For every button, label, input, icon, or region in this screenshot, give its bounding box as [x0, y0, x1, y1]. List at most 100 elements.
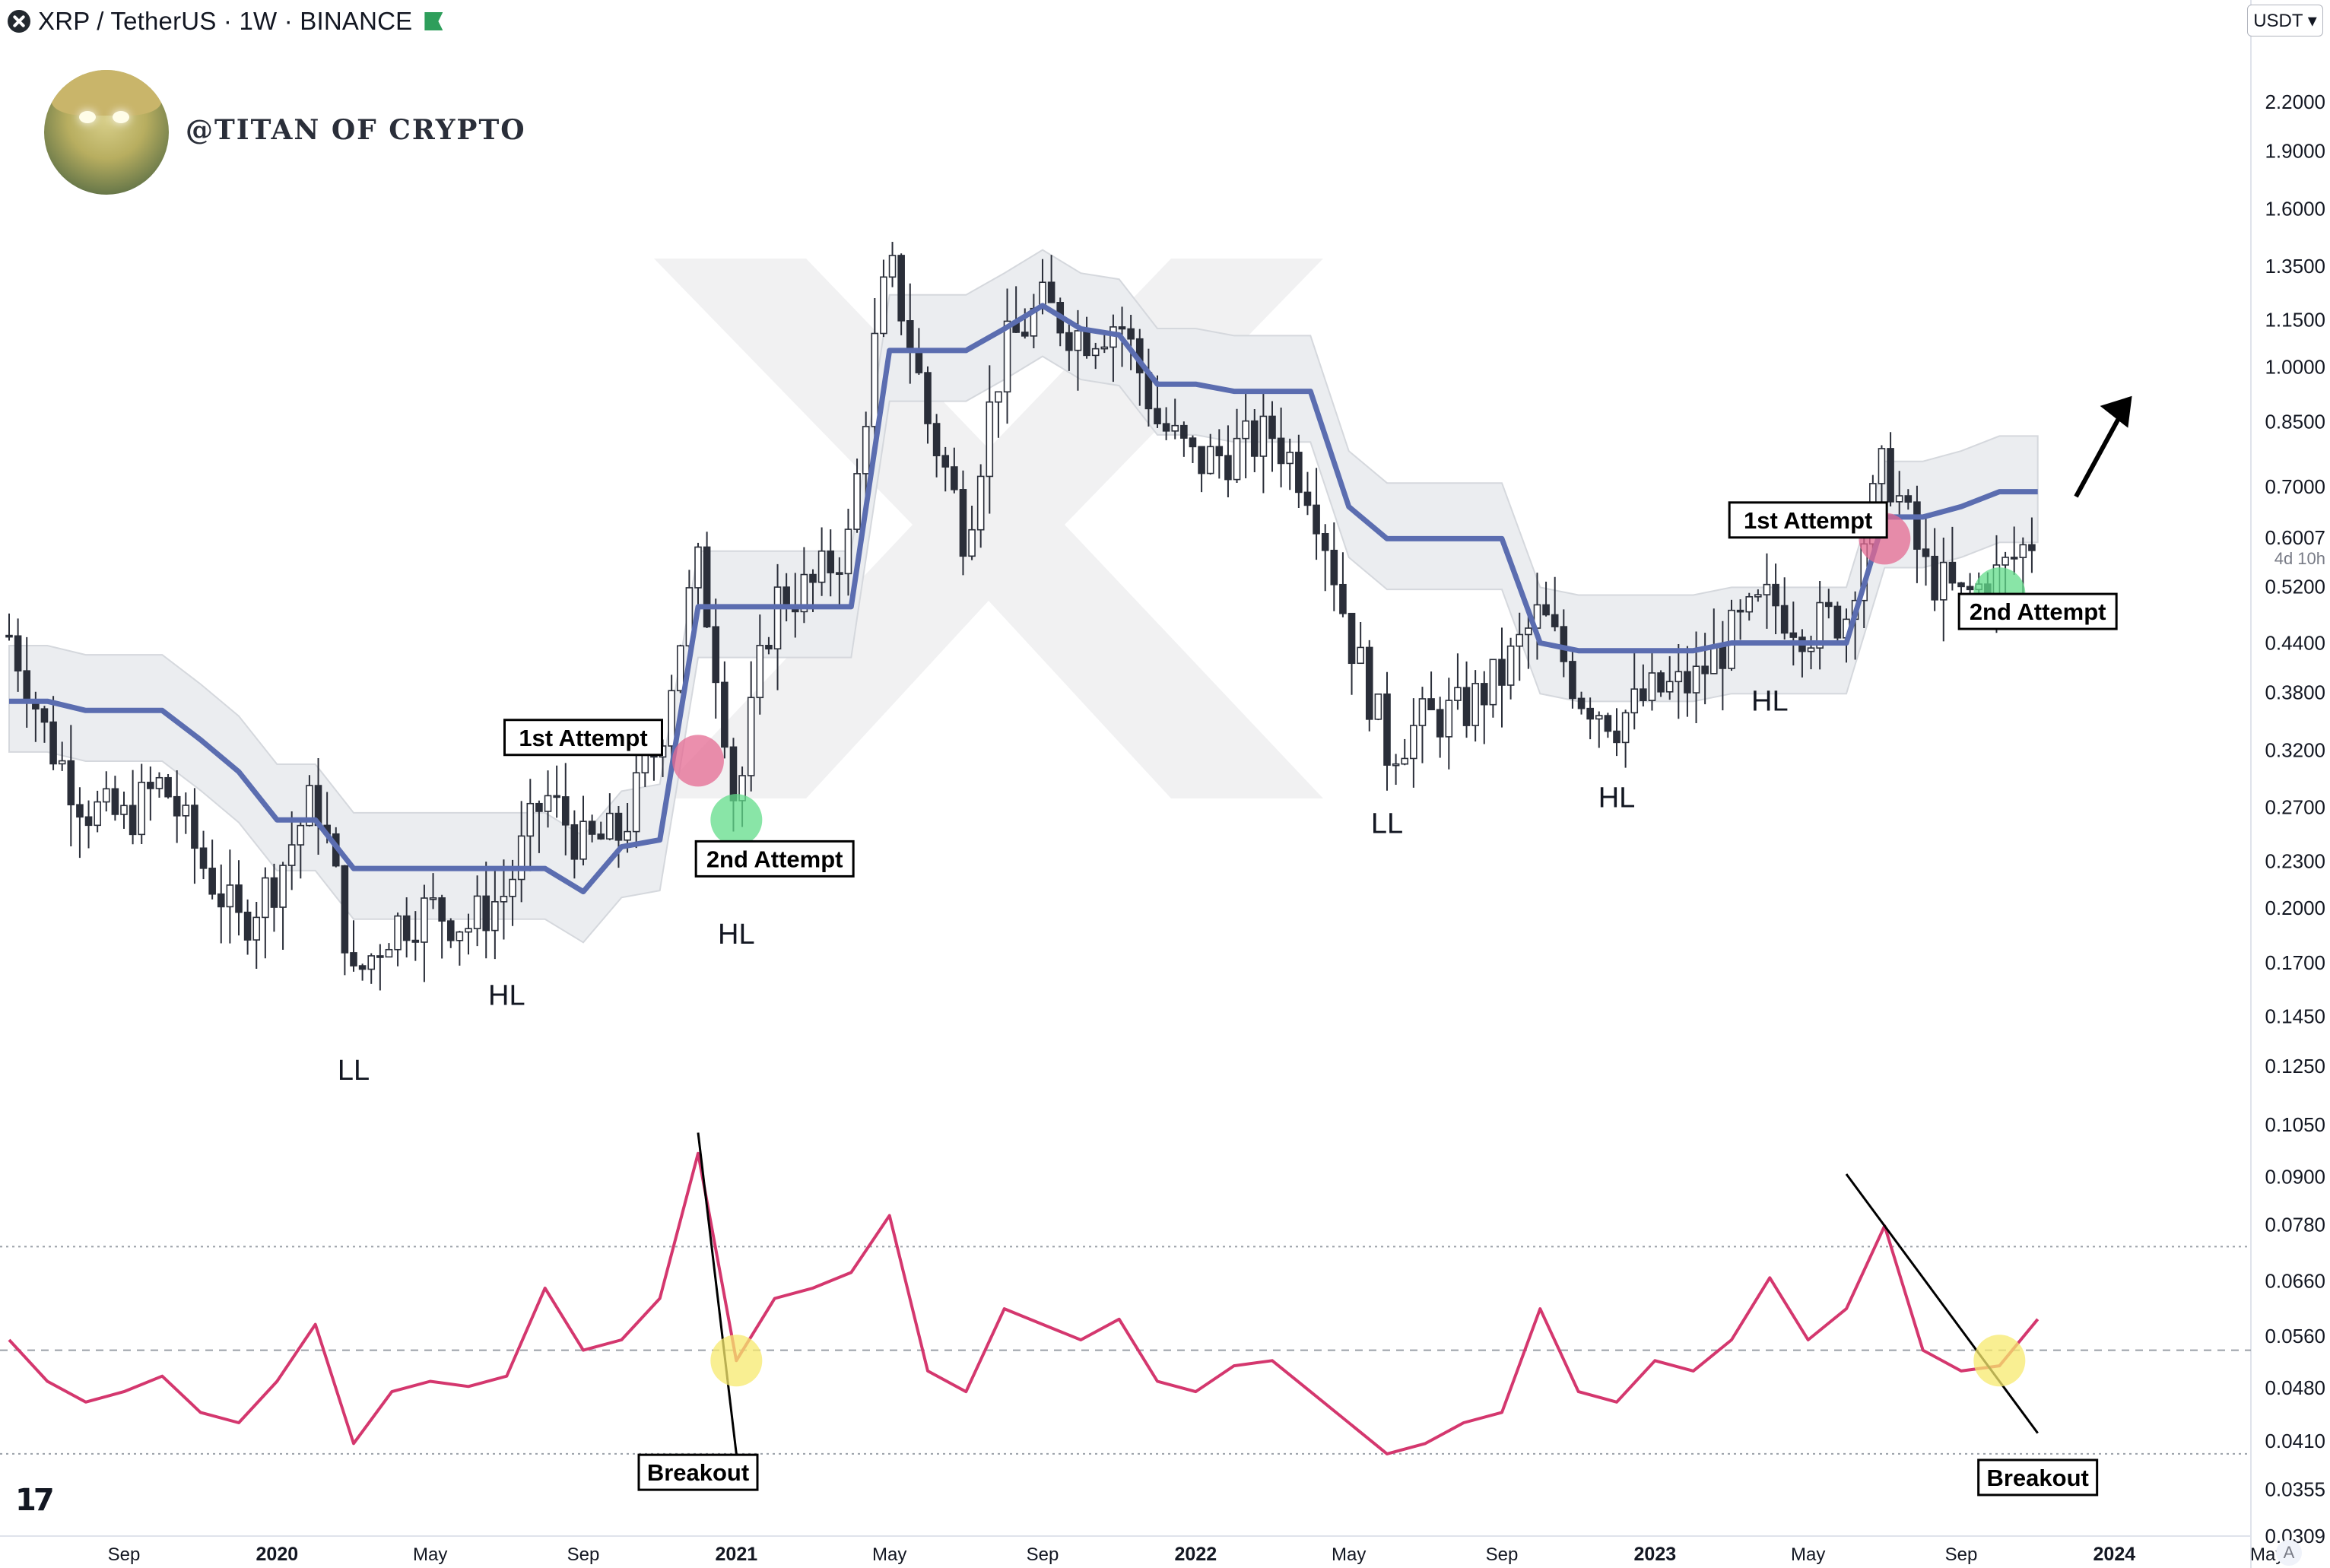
candle-body — [465, 928, 472, 933]
candle-body — [191, 805, 198, 849]
candle-body — [1577, 697, 1586, 709]
y-tick-label: 0.0560 — [2265, 1325, 2325, 1347]
candle-body — [1224, 455, 1232, 481]
candle-body — [729, 746, 738, 801]
candle-body — [1003, 320, 1011, 393]
y-tick-label: 0.8500 — [2265, 410, 2325, 433]
candle-body — [1286, 452, 1294, 465]
swing-label: HL — [1751, 685, 1789, 717]
candle-body — [1021, 332, 1029, 337]
candle-body — [1206, 446, 1214, 475]
flag-icon[interactable] — [424, 12, 443, 30]
symbol-header[interactable]: XRP / TetherUS · 1W · BINANCE — [8, 5, 443, 38]
candle-body — [67, 760, 75, 806]
candle-body — [102, 788, 110, 803]
candle-body — [129, 805, 137, 836]
annotation-box — [1957, 592, 2118, 630]
candle-body — [1957, 582, 1965, 588]
candle-body — [1259, 415, 1268, 457]
candle-body — [1701, 665, 1709, 674]
candle-body — [1807, 647, 1815, 652]
symbol-title[interactable]: XRP / TetherUS · 1W · BINANCE — [38, 7, 413, 35]
avatar-eye-right — [113, 111, 129, 123]
candle-body — [208, 868, 216, 895]
candle-body — [853, 473, 861, 530]
y-tick-label: 0.0900 — [2265, 1165, 2325, 1188]
candle-body — [1313, 504, 1320, 535]
currency-selector[interactable]: USDT ▾ — [2247, 5, 2323, 37]
candle-body — [429, 897, 437, 900]
swing-label: HL — [718, 919, 755, 951]
x-tick-label: May — [1332, 1544, 1366, 1565]
candle-body — [164, 776, 172, 798]
candle-body — [880, 276, 887, 335]
candle-body — [968, 528, 976, 557]
candle-body — [367, 955, 376, 970]
candle-body — [1560, 626, 1568, 662]
candle-body — [1595, 715, 1603, 720]
candle-body — [544, 795, 552, 812]
candle-body — [2019, 544, 2027, 558]
candle-body — [1321, 533, 1329, 551]
y-tick-label: 1.9000 — [2265, 140, 2325, 163]
candle-body — [509, 878, 516, 897]
candle-body — [2028, 544, 2036, 551]
candle-body — [1586, 707, 1594, 720]
candle-body — [1613, 730, 1621, 744]
candle-body — [1242, 420, 1249, 440]
candle-body — [438, 897, 446, 922]
candle-body — [1887, 448, 1894, 503]
x-tick-label: 2023 — [1634, 1544, 1677, 1565]
candle-body — [897, 255, 905, 322]
candle-body — [1365, 646, 1373, 720]
candle-body — [199, 847, 208, 869]
x-tick-label: May — [413, 1544, 447, 1565]
candle-body — [1640, 688, 1647, 701]
candle-body — [827, 550, 835, 573]
candle-body — [1719, 645, 1727, 669]
candle-body — [1162, 423, 1170, 432]
candle-body — [421, 897, 428, 943]
candle-body — [1754, 594, 1762, 598]
candle-body — [1339, 583, 1347, 614]
candle-body — [1665, 681, 1674, 693]
candle-body — [297, 824, 305, 846]
auto-scale-button[interactable]: A — [2276, 1540, 2302, 1566]
candle-body — [2010, 557, 2018, 560]
candle-body — [721, 681, 729, 748]
candle-body — [491, 901, 499, 932]
candle-body — [394, 915, 402, 951]
candle-body — [243, 911, 252, 941]
candle-body — [287, 844, 296, 866]
candle-body — [138, 782, 146, 836]
y-tick-label: 0.1700 — [2265, 951, 2325, 974]
candle-body — [1410, 725, 1417, 760]
candle-body — [1065, 332, 1073, 351]
candle-body — [836, 572, 843, 575]
x-tick-label: Sep — [1486, 1544, 1519, 1565]
candle-body — [1427, 698, 1435, 711]
tradingview-logo[interactable]: 17 — [15, 1483, 55, 1518]
yellow-marker — [1973, 1335, 2026, 1387]
candle-body — [1357, 646, 1364, 665]
up-arrow-shaft — [2074, 411, 2124, 498]
candle-body — [1233, 437, 1241, 481]
candle-body — [1506, 645, 1515, 686]
candle-body — [1516, 633, 1524, 647]
candle-body — [1268, 415, 1276, 440]
candle-body — [773, 586, 782, 650]
candle-body — [1171, 424, 1179, 432]
candle-body — [597, 833, 605, 840]
candle-body — [1621, 712, 1630, 744]
y-tick-label: 0.0410 — [2265, 1430, 2325, 1452]
avatar-hair — [52, 70, 161, 116]
candle-body — [1551, 614, 1559, 627]
annotation-label: 1st Attempt — [1744, 507, 1872, 534]
y-tick-label: 1.0000 — [2265, 356, 2325, 379]
candle-body — [1047, 281, 1055, 303]
candle-body — [76, 804, 84, 818]
y-tick-label: 0.4400 — [2265, 632, 2325, 655]
candle-body — [1109, 326, 1117, 348]
